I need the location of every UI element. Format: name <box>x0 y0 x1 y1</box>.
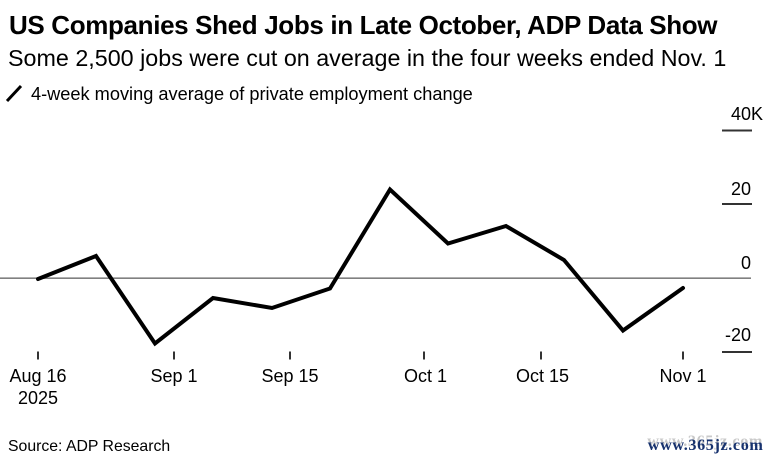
svg-text:www.365jz.com: www.365jz.com <box>648 436 764 454</box>
svg-text:US Companies Shed Jobs in Late: US Companies Shed Jobs in Late October, … <box>9 10 718 40</box>
svg-text:Some 2,500 jobs were cut on av: Some 2,500 jobs were cut on average in t… <box>8 45 726 71</box>
svg-text:4-week moving average of priva: 4-week moving average of private employm… <box>31 84 473 104</box>
svg-text:Sep 15: Sep 15 <box>261 366 318 386</box>
svg-text:www.365jz.com: www.365jz.com <box>647 432 763 450</box>
svg-text:-20: -20 <box>725 325 751 345</box>
svg-text:40: 40 <box>731 104 751 124</box>
svg-text:Sep 1: Sep 1 <box>150 366 197 386</box>
svg-text:2025: 2025 <box>18 388 58 408</box>
svg-text:Oct 15: Oct 15 <box>516 366 569 386</box>
svg-text:Source: ADP Research: Source: ADP Research <box>8 438 170 455</box>
svg-text:K: K <box>751 104 763 124</box>
svg-text:Nov 1: Nov 1 <box>659 366 706 386</box>
svg-text:0: 0 <box>741 253 751 273</box>
svg-text:20: 20 <box>731 179 751 199</box>
svg-text:Aug 16: Aug 16 <box>9 366 66 386</box>
svg-text:Oct 1: Oct 1 <box>404 366 447 386</box>
